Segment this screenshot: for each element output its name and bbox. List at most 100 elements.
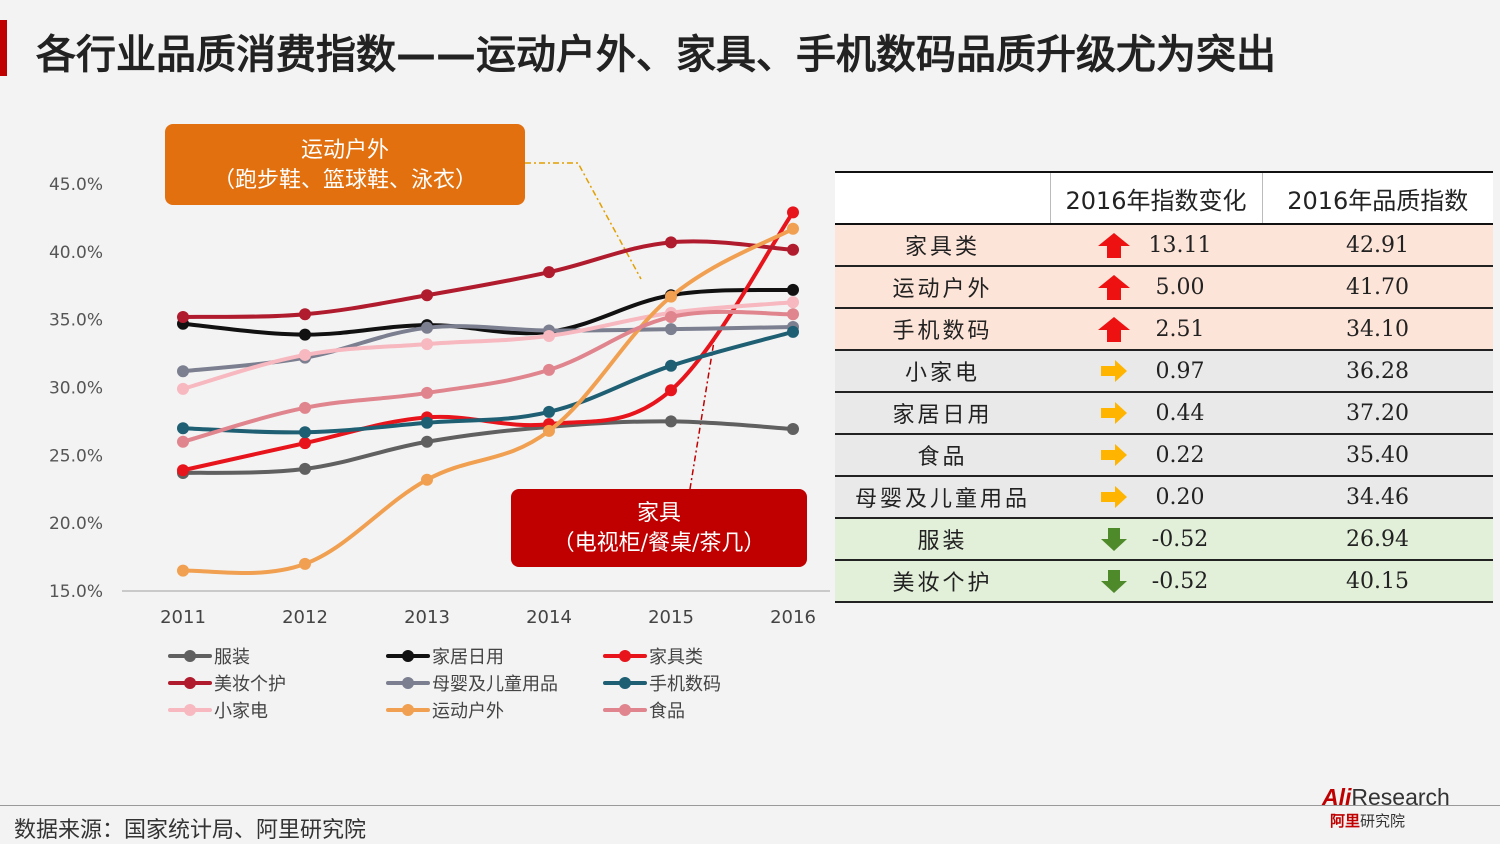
table-row: 美妆个护 -0.52 40.15 <box>835 560 1493 603</box>
row-category: 家具类 <box>835 224 1050 267</box>
data-point <box>299 348 311 361</box>
legend-swatch <box>603 698 647 722</box>
callout-sports-detail: （跑步鞋、篮球鞋、泳衣） <box>212 168 477 193</box>
header-category <box>835 171 1050 225</box>
data-point <box>421 338 433 351</box>
page-title: 各行业品质消费指数——运动户外、家具、手机数码品质升级尤为突出 <box>36 32 1276 78</box>
series-line <box>181 309 795 444</box>
row-category: 食品 <box>835 434 1050 477</box>
legend-swatch <box>603 671 647 695</box>
table-row: 服装 -0.52 26.94 <box>835 518 1493 561</box>
row-change-cell: 0.97 <box>1050 350 1262 393</box>
data-point <box>177 564 189 577</box>
legend-swatch <box>386 698 430 722</box>
row-change: 0.97 <box>1155 358 1205 384</box>
data-point <box>299 401 311 414</box>
callout-furniture-detail: （电视柜/餐桌/茶几） <box>552 531 766 556</box>
row-change-cell: -0.52 <box>1050 518 1262 561</box>
data-point <box>787 206 799 219</box>
callout-sports-outdoor: 运动户外 （跑步鞋、篮球鞋、泳衣） <box>165 124 525 205</box>
row-change-cell: 0.20 <box>1050 476 1262 519</box>
y-tick-label: 20.0% <box>49 514 103 534</box>
logo-ali: Ali <box>1322 784 1352 810</box>
row-category: 手机数码 <box>835 308 1050 351</box>
x-tick-label: 2012 <box>282 607 328 628</box>
data-point <box>299 308 311 321</box>
data-point <box>543 424 555 437</box>
row-quality: 36.28 <box>1262 350 1493 393</box>
data-point <box>787 423 799 436</box>
series-line <box>181 210 795 473</box>
legend-item: 美妆个护 <box>168 671 286 695</box>
row-category: 服装 <box>835 518 1050 561</box>
legend-label: 家居日用 <box>432 647 504 668</box>
data-point <box>299 462 311 475</box>
footer-divider <box>0 805 1500 806</box>
legend-swatch <box>168 698 212 722</box>
data-point <box>665 290 677 303</box>
row-change: 13.11 <box>1148 232 1212 258</box>
data-point <box>421 435 433 448</box>
data-point <box>177 422 189 435</box>
data-point <box>543 266 555 279</box>
table-row: 母婴及儿童用品 0.20 34.46 <box>835 476 1493 519</box>
row-category: 母婴及儿童用品 <box>835 476 1050 519</box>
series-line <box>181 300 795 391</box>
x-tick-label: 2014 <box>526 607 572 628</box>
row-quality: 37.20 <box>1262 392 1493 435</box>
row-change-cell: 0.22 <box>1050 434 1262 477</box>
legend-swatch <box>603 644 647 668</box>
row-category: 运动户外 <box>835 266 1050 309</box>
row-change-cell: 0.44 <box>1050 392 1262 435</box>
data-point <box>177 464 189 477</box>
arrow-right-icon <box>1101 360 1127 382</box>
x-tick-label: 2013 <box>404 607 450 628</box>
arrow-down-icon <box>1101 528 1127 551</box>
y-tick-label: 25.0% <box>49 446 103 466</box>
data-point <box>665 310 677 323</box>
callout-furniture: 家具 （电视柜/餐桌/茶几） <box>511 489 807 567</box>
legend-swatch <box>386 644 430 668</box>
data-point <box>787 325 799 338</box>
data-point <box>299 437 311 450</box>
data-point <box>299 426 311 439</box>
legend-item: 运动户外 <box>386 698 504 722</box>
row-change: 0.20 <box>1155 484 1205 510</box>
title-accent-bar <box>0 20 7 76</box>
x-tick-label: 2015 <box>648 607 694 628</box>
data-point <box>421 416 433 429</box>
row-quality: 41.70 <box>1262 266 1493 309</box>
y-tick-label: 40.0% <box>49 243 103 263</box>
legend-item: 母婴及儿童用品 <box>386 671 558 695</box>
y-tick-label: 15.0% <box>49 582 103 602</box>
data-point <box>665 384 677 397</box>
row-quality: 34.46 <box>1262 476 1493 519</box>
series-line <box>181 287 795 337</box>
arrow-right-icon <box>1101 486 1127 508</box>
data-point <box>787 243 799 256</box>
row-change-cell: 5.00 <box>1050 266 1262 309</box>
header-change: 2016年指数变化 <box>1049 171 1262 225</box>
data-point <box>787 283 799 296</box>
callout-leader-orange <box>525 162 642 280</box>
data-point <box>421 289 433 302</box>
x-tick-label: 2016 <box>770 607 816 628</box>
legend-label: 美妆个护 <box>214 674 286 695</box>
data-point <box>665 236 677 249</box>
arrow-right-icon <box>1101 402 1127 424</box>
arrow-up-icon <box>1098 233 1130 258</box>
legend-label: 服装 <box>214 647 250 668</box>
table-row: 食品 0.22 35.40 <box>835 434 1493 477</box>
legend-swatch <box>386 671 430 695</box>
data-point <box>665 323 677 336</box>
row-change: 0.22 <box>1155 442 1205 468</box>
index-table: 2016年指数变化 2016年品质指数 家具类 13.11 42.91 运动户外 5.0… <box>835 171 1493 603</box>
arrow-right-icon <box>1101 444 1127 466</box>
data-point <box>299 557 311 570</box>
row-category: 美妆个护 <box>835 560 1050 603</box>
data-point <box>787 296 799 309</box>
data-point <box>421 321 433 334</box>
legend-swatch <box>168 644 212 668</box>
row-change: 0.44 <box>1155 400 1205 426</box>
row-change-cell: 13.11 <box>1050 224 1262 267</box>
